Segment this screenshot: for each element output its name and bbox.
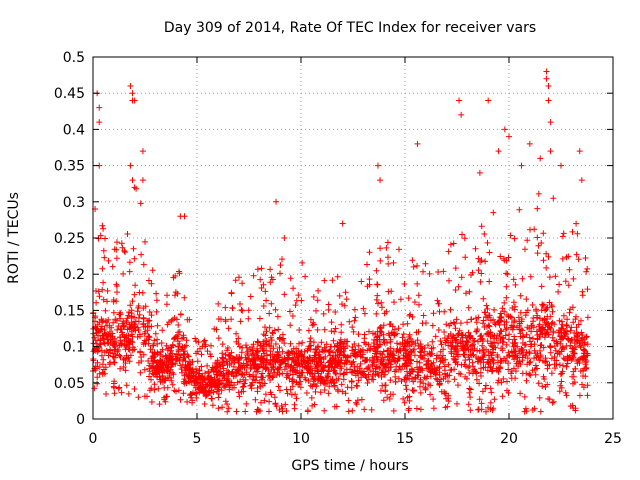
outlier-point <box>181 213 188 220</box>
outlier-point <box>506 133 512 140</box>
y-tick-label: 0.05 <box>54 376 85 392</box>
outlier-point <box>131 184 138 191</box>
outlier-point <box>537 155 544 162</box>
data-points <box>90 68 591 415</box>
outlier-point <box>339 220 346 227</box>
y-tick-labels: 0 0.05 0.1 0.15 0.2 0.25 0.3 0.35 0.4 0.45 0.5 <box>54 50 85 428</box>
point-cloud <box>90 185 591 415</box>
y-tick-label: 0.45 <box>54 86 85 102</box>
outlier-point <box>458 111 465 118</box>
y-tick-label: 0.3 <box>63 195 85 211</box>
y-tick-label: 0.2 <box>63 267 85 283</box>
outlier-point <box>576 148 583 155</box>
x-axis-label: GPS time / hours <box>291 458 408 474</box>
outlier-point <box>129 90 136 97</box>
y-axis-label: ROTI / TECUs <box>6 192 22 284</box>
chart-title: Day 309 of 2014, Rate Of TEC Index for r… <box>164 20 536 36</box>
outlier-point <box>96 104 103 111</box>
outlier-point <box>374 162 381 169</box>
outlier-point <box>281 235 288 241</box>
outlier-point <box>558 162 564 169</box>
outlier-point <box>518 162 525 169</box>
y-tick-label: 0.1 <box>63 340 85 356</box>
outlier-point <box>543 68 550 75</box>
outlier-point <box>547 148 554 155</box>
x-tick-label: 10 <box>292 431 310 447</box>
outlier-point <box>127 82 134 89</box>
outlier-point <box>273 198 280 205</box>
outlier-point <box>414 140 421 147</box>
outlier-point <box>485 97 492 104</box>
outlier-point <box>139 148 146 155</box>
y-tick-label: 0.5 <box>63 50 85 66</box>
y-tick-label: 0.35 <box>54 159 85 175</box>
y-tick-label: 0.15 <box>54 303 85 319</box>
outlier-point <box>377 177 384 184</box>
outlier-point <box>456 97 463 104</box>
x-tick-label: 15 <box>396 431 414 447</box>
x-tick-label: 5 <box>193 431 202 447</box>
outlier-point <box>476 169 483 176</box>
x-tick-label: 0 <box>89 431 98 447</box>
y-tick-label: 0.4 <box>63 122 85 138</box>
outlier-point <box>545 82 552 89</box>
outlier-point <box>545 97 552 104</box>
axis-ticks <box>92 56 614 420</box>
outlier-point <box>495 148 502 155</box>
x-tick-labels: 0 5 10 15 20 25 <box>89 431 622 447</box>
y-tick-label: 0 <box>76 412 85 428</box>
outlier-point <box>96 119 103 126</box>
x-tick-label: 20 <box>500 431 518 447</box>
x-tick-label: 25 <box>604 431 622 447</box>
outlier-point <box>127 162 134 169</box>
outlier-point <box>131 97 138 104</box>
outlier-point <box>547 119 554 126</box>
y-tick-label: 0.25 <box>54 231 85 247</box>
outlier-point <box>526 140 533 147</box>
outlier-point <box>578 177 585 184</box>
outlier-point <box>543 75 550 82</box>
outlier-point <box>139 177 146 184</box>
outlier-point <box>129 177 136 184</box>
outlier-point <box>501 126 508 133</box>
